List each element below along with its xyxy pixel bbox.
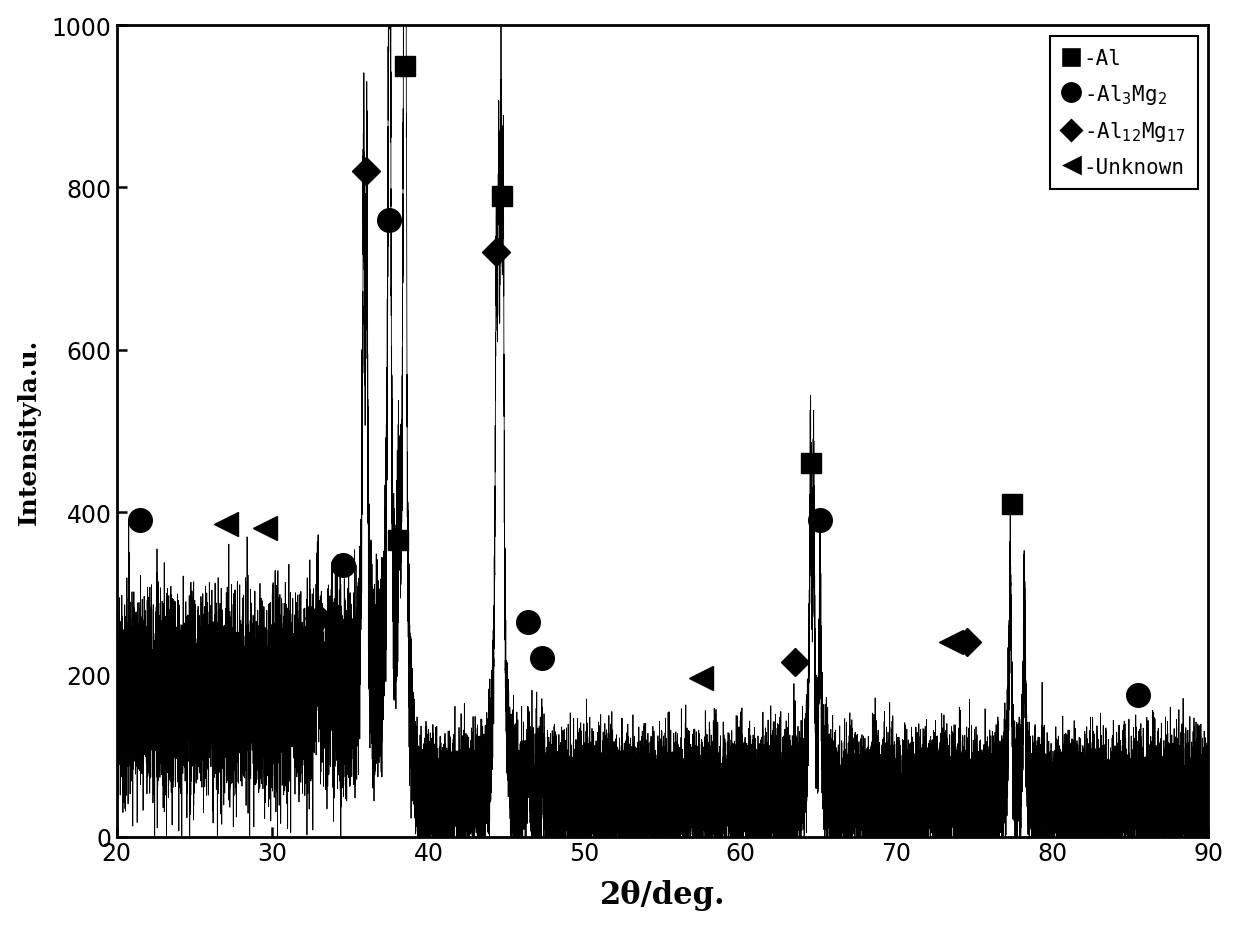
Legend: -Al, -Al$_3$Mg$_2$, -Al$_{12}$Mg$_{17}$, -Unknown: -Al, -Al$_3$Mg$_2$, -Al$_{12}$Mg$_{17}$,…: [1050, 36, 1198, 190]
X-axis label: 2θ/deg.: 2θ/deg.: [600, 880, 725, 910]
Y-axis label: Intensityla.u.: Intensityla.u.: [16, 338, 41, 525]
